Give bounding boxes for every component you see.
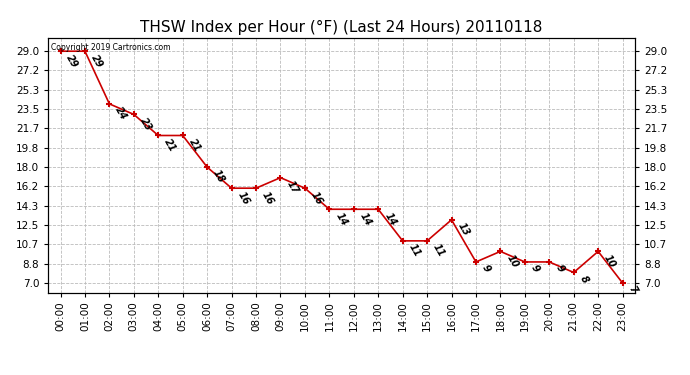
Text: 14: 14: [358, 211, 373, 227]
Text: Copyright 2019 Cartronics.com: Copyright 2019 Cartronics.com: [51, 43, 170, 52]
Text: 10: 10: [602, 253, 618, 270]
Text: 8: 8: [578, 274, 590, 285]
Text: 18: 18: [211, 168, 227, 185]
Text: 11: 11: [407, 242, 422, 259]
Text: 16: 16: [260, 190, 275, 206]
Text: 13: 13: [455, 221, 471, 238]
Text: 21: 21: [187, 137, 202, 154]
Text: 11: 11: [431, 242, 446, 259]
Text: 9: 9: [529, 263, 541, 274]
Text: 10: 10: [504, 253, 520, 270]
Text: 29: 29: [89, 53, 104, 69]
Title: THSW Index per Hour (°F) (Last 24 Hours) 20110118: THSW Index per Hour (°F) (Last 24 Hours)…: [140, 20, 543, 35]
Text: 29: 29: [65, 53, 80, 69]
Text: 17: 17: [284, 179, 300, 196]
Text: 14: 14: [333, 211, 349, 227]
Text: 23: 23: [138, 116, 153, 132]
Text: 21: 21: [162, 137, 178, 154]
Text: 14: 14: [382, 211, 397, 227]
Text: 9: 9: [480, 263, 492, 274]
Text: 9: 9: [553, 263, 566, 274]
Text: 16: 16: [236, 190, 251, 206]
Text: 16: 16: [309, 190, 324, 206]
Text: 7: 7: [627, 284, 639, 295]
Text: 24: 24: [114, 105, 129, 122]
